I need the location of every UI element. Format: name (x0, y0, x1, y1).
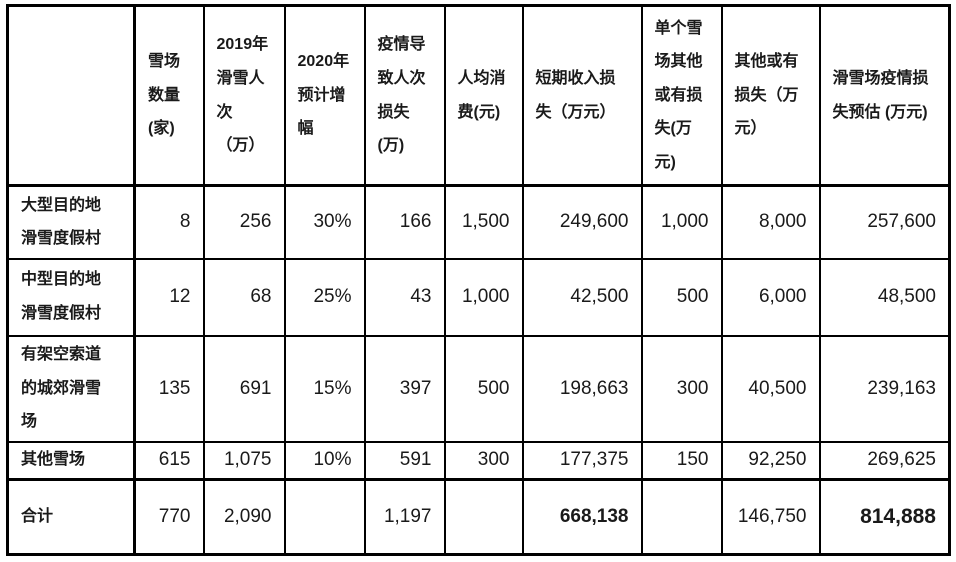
row-label: 其他雪场 (6, 440, 136, 481)
data-cell: 397 (363, 334, 446, 443)
column-header-visit-loss: 疫情导致人次损失(万) (363, 4, 446, 187)
data-cell: 615 (133, 440, 205, 481)
data-cell: 300 (443, 440, 524, 481)
total-cell: 770 (133, 478, 205, 556)
data-cell: 269,625 (818, 440, 951, 481)
total-cell-grand-total: 814,888 (818, 478, 951, 556)
row-label: 大型目的地滑雪度假村 (6, 184, 136, 260)
total-cell-other-loss: 146,750 (720, 478, 821, 556)
total-cell-empty (283, 478, 366, 556)
column-header-2020-growth: 2020年预计增幅 (283, 4, 366, 187)
total-cell-short-term-loss: 668,138 (521, 478, 643, 556)
data-cell: 135 (133, 334, 205, 443)
ski-resort-covid-loss-table: 雪场数量(家) 2019年滑雪人次（万） 2020年预计增幅 疫情导致人次损失(… (6, 4, 951, 556)
data-cell: 48,500 (818, 257, 951, 337)
column-header-2019-visits: 2019年滑雪人次（万） (202, 4, 286, 187)
total-cell: 1,197 (363, 478, 446, 556)
data-cell: 25% (283, 257, 366, 337)
data-cell: 43 (363, 257, 446, 337)
total-row-label: 合计 (6, 478, 136, 556)
table-row-other-resorts: 其他雪场 615 1,075 10% 591 300 177,375 150 9… (6, 440, 951, 481)
data-cell: 198,663 (521, 334, 643, 443)
header-row: 雪场数量(家) 2019年滑雪人次（万） 2020年预计增幅 疫情导致人次损失(… (6, 4, 951, 187)
data-cell: 591 (363, 440, 446, 481)
data-cell: 500 (640, 257, 723, 337)
column-header-per-capita-spend: 人均消费(元) (443, 4, 524, 187)
corner-cell (6, 4, 136, 187)
data-cell: 68 (202, 257, 286, 337)
data-cell: 257,600 (818, 184, 951, 260)
data-cell: 1,500 (443, 184, 524, 260)
data-cell: 12 (133, 257, 205, 337)
row-label: 中型目的地滑雪度假村 (6, 257, 136, 337)
table-row-suburban-resorts-with-ropeways: 有架空索道的城郊滑雪场 135 691 15% 397 500 198,663 … (6, 334, 951, 443)
table-row-total: 合计 770 2,090 1,197 668,138 146,750 814,8… (6, 478, 951, 556)
data-cell: 249,600 (521, 184, 643, 260)
column-header-estimated-total-loss: 滑雪场疫情损失预估 (万元) (818, 4, 951, 187)
data-cell: 300 (640, 334, 723, 443)
data-cell: 691 (202, 334, 286, 443)
row-label: 有架空索道的城郊滑雪场 (6, 334, 136, 443)
data-cell: 1,000 (640, 184, 723, 260)
data-cell: 40,500 (720, 334, 821, 443)
data-cell: 1,000 (443, 257, 524, 337)
data-cell: 8,000 (720, 184, 821, 260)
data-cell: 15% (283, 334, 366, 443)
column-header-resort-count: 雪场数量(家) (133, 4, 205, 187)
data-cell: 6,000 (720, 257, 821, 337)
data-cell: 150 (640, 440, 723, 481)
total-cell-empty (640, 478, 723, 556)
data-cell: 8 (133, 184, 205, 260)
table-row-medium-destination-resorts: 中型目的地滑雪度假村 12 68 25% 43 1,000 42,500 500… (6, 257, 951, 337)
column-header-single-resort-other-loss: 单个雪场其他或有损失(万元) (640, 4, 723, 187)
data-cell: 500 (443, 334, 524, 443)
table-row-large-destination-resorts: 大型目的地滑雪度假村 8 256 30% 166 1,500 249,600 1… (6, 184, 951, 260)
data-cell: 1,075 (202, 440, 286, 481)
data-cell: 177,375 (521, 440, 643, 481)
data-cell: 166 (363, 184, 446, 260)
column-header-short-term-revenue-loss: 短期收入损失（万元） (521, 4, 643, 187)
data-cell: 42,500 (521, 257, 643, 337)
data-cell: 92,250 (720, 440, 821, 481)
column-header-other-contingent-loss: 其他或有损失（万元） (720, 4, 821, 187)
data-cell: 239,163 (818, 334, 951, 443)
data-cell: 10% (283, 440, 366, 481)
total-cell-empty (443, 478, 524, 556)
data-cell: 256 (202, 184, 286, 260)
data-cell: 30% (283, 184, 366, 260)
total-cell: 2,090 (202, 478, 286, 556)
